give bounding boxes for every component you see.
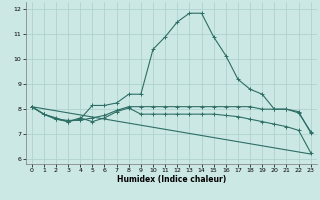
X-axis label: Humidex (Indice chaleur): Humidex (Indice chaleur) [116,175,226,184]
